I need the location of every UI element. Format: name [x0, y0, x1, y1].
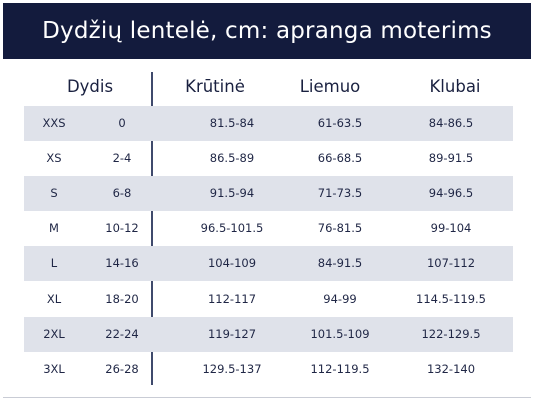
waist-cell: 71-73.5	[317, 186, 363, 201]
us-size-cell: 2-4	[112, 151, 132, 166]
us-size-cell: 6-8	[112, 186, 132, 201]
hips-cell: 122-129.5	[421, 326, 481, 341]
size-cell: 3XL	[43, 361, 65, 376]
chest-cell: 119-127	[207, 326, 257, 341]
chest-cell: 96.5-101.5	[200, 221, 264, 236]
hips-cell: 132-140	[426, 361, 476, 376]
hips-cell: 89-91.5	[428, 151, 474, 166]
size-cell: XXS	[42, 116, 66, 130]
table-row: XS 2-4 86.5-89 66-68.5 89-91.5	[24, 141, 513, 176]
chest-cell: 112-117	[207, 291, 257, 306]
header-size: Dydis	[66, 77, 114, 96]
waist-cell: 112-119.5	[310, 361, 370, 376]
table-row: S 6-8 91.5-94 71-73.5 94-96.5	[24, 176, 513, 212]
hips-cell: 107-112	[426, 256, 476, 271]
waist-cell: 101.5-109	[310, 326, 370, 341]
header-hips: Klubai	[429, 77, 481, 96]
page-title: Dydžių lentelė, cm: apranga moterims	[42, 18, 492, 44]
size-cell: 2XL	[43, 326, 65, 341]
hips-cell: 99-104	[430, 221, 472, 236]
us-size-cell: 18-20	[105, 291, 139, 306]
column-divider	[151, 72, 153, 385]
table-row: 2XL 22-24 119-127 101.5-109 122-129.5	[24, 316, 513, 352]
waist-cell: 66-68.5	[317, 151, 363, 166]
size-cell: XL	[46, 291, 62, 306]
size-cell: M	[49, 221, 59, 236]
waist-cell: 76-81.5	[317, 221, 363, 236]
hips-cell: 84-86.5	[428, 116, 474, 130]
table-row: L 14-16 104-109 84-91.5 107-112	[24, 246, 513, 282]
waist-cell: 61-63.5	[317, 116, 363, 130]
chest-cell: 91.5-94	[209, 186, 255, 201]
table-row: XL 18-20 112-117 94-99 114.5-119.5	[24, 282, 513, 317]
bottom-border	[3, 397, 531, 398]
title-bar: Dydžių lentelė, cm: apranga moterims	[3, 3, 531, 59]
chest-cell: 86.5-89	[209, 151, 255, 166]
table-row: 3XL 26-28 129.5-137 112-119.5 132-140	[24, 352, 513, 387]
hips-cell: 94-96.5	[428, 186, 474, 201]
table-row: XXS 0 81.5-84 61-63.5 84-86.5	[24, 106, 513, 141]
size-cell: XS	[46, 151, 62, 166]
chest-cell: 104-109	[207, 256, 257, 271]
header-waist: Liemuo	[299, 77, 361, 96]
us-size-cell: 10-12	[105, 221, 139, 236]
size-cell: S	[50, 186, 58, 201]
hips-cell: 114.5-119.5	[416, 291, 486, 306]
table-header: Dydis Krūtinė Liemuo Klubai	[0, 74, 534, 100]
table-row: M 10-12 96.5-101.5 76-81.5 99-104	[24, 211, 513, 246]
us-size-cell: 14-16	[105, 256, 139, 271]
chest-cell: 81.5-84	[209, 116, 255, 130]
header-chest: Krūtinė	[185, 77, 245, 96]
waist-cell: 94-99	[323, 291, 357, 306]
chest-cell: 129.5-137	[202, 361, 262, 376]
size-cell: L	[50, 256, 58, 271]
us-size-cell: 22-24	[105, 326, 139, 341]
waist-cell: 84-91.5	[317, 256, 363, 271]
us-size-cell: 0	[118, 116, 126, 130]
us-size-cell: 26-28	[105, 361, 139, 376]
